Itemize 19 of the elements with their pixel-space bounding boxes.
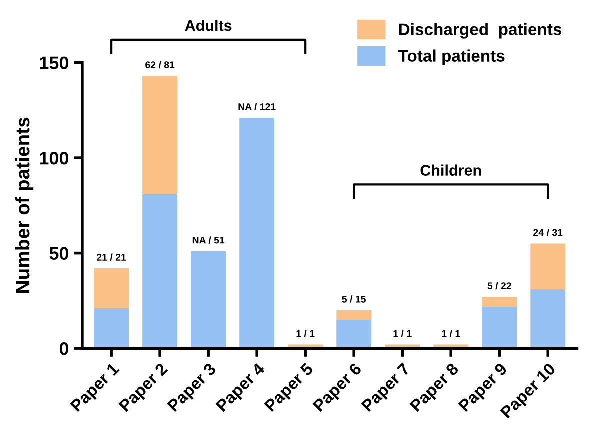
text: Adults bbox=[185, 20, 232, 32]
legend-label: Total patients bbox=[398, 50, 505, 66]
total-label: 1 / 1 bbox=[442, 330, 460, 338]
y-tick-label: 50 bbox=[50, 247, 69, 260]
total-label: 21 / 21 bbox=[97, 254, 126, 262]
y-tick-label: 0 bbox=[60, 342, 69, 356]
total-label: 24 / 31 bbox=[534, 229, 563, 236]
total-label: 1 / 1 bbox=[394, 330, 412, 338]
y-tick-label: 150 bbox=[40, 56, 69, 70]
total-label: 5 / 22 bbox=[488, 282, 512, 290]
annotation: Children bbox=[420, 164, 482, 176]
y-axis-title: Number of patients bbox=[15, 118, 34, 293]
total-label: NA / 121 bbox=[238, 103, 276, 110]
total-label: 5 / 15 bbox=[342, 296, 366, 303]
total-label: 1 / 1 bbox=[296, 330, 315, 338]
legend-label: Discharged patients bbox=[399, 23, 562, 39]
total-label: 62 / 81 bbox=[146, 61, 175, 69]
y-tick-label: 100 bbox=[40, 152, 69, 165]
total-label: NA / 51 bbox=[192, 236, 225, 244]
